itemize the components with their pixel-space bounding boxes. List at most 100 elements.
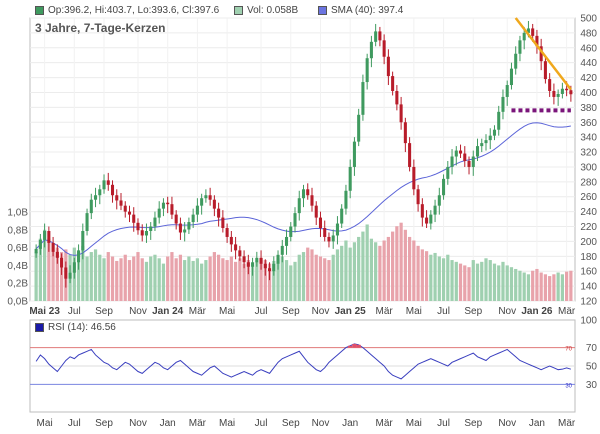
volume-bar: [386, 236, 390, 301]
volume-bar: [395, 226, 399, 301]
volume-bar: [526, 274, 531, 301]
candle-body: [144, 230, 148, 236]
volume-bar: [191, 260, 195, 301]
price-tick-label: 440: [580, 58, 597, 69]
volume-bar: [284, 260, 289, 301]
volume-bar: [361, 231, 365, 301]
volume-bar: [471, 260, 475, 301]
volume-bar: [276, 258, 280, 301]
candle-body: [268, 268, 272, 272]
volume-bar: [560, 274, 565, 301]
candle-body: [263, 263, 267, 269]
volume-bar: [123, 254, 127, 301]
volume-bar: [42, 229, 47, 301]
candle-body: [497, 111, 501, 130]
volume-bar: [420, 249, 424, 301]
candle-body: [183, 229, 187, 233]
candle-body: [55, 251, 59, 258]
volume-bar: [98, 254, 102, 301]
candle-body: [242, 256, 246, 263]
volume-bar: [263, 260, 267, 301]
price-tick-label: 260: [580, 192, 597, 203]
volume-bar: [255, 261, 259, 301]
candle-body: [166, 202, 170, 205]
volume-bar: [233, 261, 238, 301]
candle-body: [72, 262, 76, 273]
candle-body: [217, 208, 221, 218]
volume-bar: [518, 270, 522, 301]
volume-tick-label: 0,0B: [7, 297, 28, 308]
volume-bar: [391, 231, 395, 301]
time-tick-label: Mär: [376, 306, 394, 317]
volume-bar: [38, 238, 42, 301]
candle-body: [403, 122, 407, 144]
candle-body: [399, 104, 403, 123]
price-tick-label: 500: [580, 14, 597, 25]
volume-bar: [484, 258, 488, 301]
candle-body: [420, 204, 424, 218]
candle-body: [526, 28, 530, 33]
volume-bar: [204, 260, 208, 301]
candle-body: [301, 189, 306, 199]
volume-bar: [110, 256, 115, 301]
rsi-tick-label: 30: [586, 380, 598, 391]
volume-bar: [314, 254, 318, 301]
candle-body: [127, 211, 132, 215]
volume-tick-label: 0,8B: [7, 225, 28, 236]
rsi-time-tick-label: Jul: [68, 418, 81, 429]
candle-body: [518, 40, 522, 54]
volume-bar: [102, 258, 106, 301]
candle-body: [531, 28, 535, 36]
candle-body: [386, 56, 390, 77]
main-panel: 120 140 160 180 200 220 240 260 280 300 320 340 360 3…: [7, 14, 597, 318]
volume-bar: [161, 263, 166, 301]
sma-swatch-icon: [318, 6, 327, 15]
price-tick-label: 220: [580, 222, 597, 233]
volume-bar: [242, 263, 246, 301]
candle-body: [467, 160, 471, 167]
candle-body: [369, 41, 373, 59]
candle-body: [408, 143, 412, 167]
volume-bar: [556, 272, 560, 301]
time-tick-label: Jan 24: [152, 306, 184, 317]
candle-body: [102, 180, 106, 190]
volume-bar: [454, 261, 458, 301]
volume-bar: [178, 254, 183, 301]
candle-body: [34, 248, 38, 254]
volume-tick-label: 0,4B: [7, 261, 28, 272]
candle-body: [221, 217, 225, 229]
volume-bar: [81, 245, 85, 301]
candle-body: [289, 226, 293, 237]
volume-bar: [221, 258, 225, 301]
candle-body: [378, 31, 382, 41]
rsi-overbought-area: [348, 345, 353, 348]
candle-body: [136, 222, 140, 231]
candle-body: [437, 195, 441, 206]
candle-body: [335, 223, 339, 236]
rsi-time-tick-label: Mär: [189, 418, 207, 429]
price-tick-label: 320: [580, 148, 597, 159]
candle-body: [459, 150, 463, 154]
candle-body: [565, 88, 569, 91]
price-tick-label: 140: [580, 282, 597, 293]
price-tick-label: 380: [580, 103, 597, 114]
candle-body: [340, 208, 344, 224]
volume-bar: [416, 245, 420, 301]
candle-body: [174, 214, 178, 224]
candle-body: [178, 223, 182, 233]
volume-bar: [85, 256, 89, 301]
candle-body: [170, 204, 174, 215]
volume-bar: [450, 260, 454, 301]
price-tick-label: 340: [580, 133, 597, 144]
candle-body: [297, 198, 301, 214]
rsi-time-tick-label: Sep: [282, 418, 300, 429]
candle-body: [110, 184, 115, 196]
candle-body: [68, 272, 72, 279]
volume-bar: [340, 245, 344, 301]
candle-body: [416, 189, 420, 205]
candle-body: [47, 230, 51, 243]
volume-bar: [509, 267, 514, 301]
price-tick-label: 300: [580, 162, 597, 173]
volume-bar: [157, 258, 161, 301]
volume-bar: [170, 252, 174, 301]
